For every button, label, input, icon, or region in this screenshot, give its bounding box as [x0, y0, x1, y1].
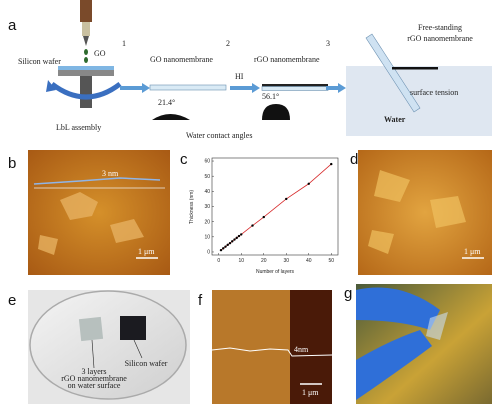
- y-tick-label: 50: [204, 174, 210, 180]
- x-tick-label: 20: [261, 258, 267, 264]
- surface-tension-label: surface tension: [410, 88, 458, 97]
- panel-label: g: [344, 285, 352, 302]
- lbl-label: LbL assembly: [56, 123, 101, 132]
- panel-label: d: [350, 151, 358, 168]
- panel-e: 3 layers rGO nanomembrane on water surfa…: [28, 290, 190, 404]
- free-standing-label: rGO nanomembrane: [407, 34, 473, 43]
- data-point: [240, 233, 243, 236]
- data-point: [231, 240, 234, 243]
- y-tick-label: 10: [204, 235, 210, 241]
- y-axis-label: Thickness (nm): [189, 190, 195, 225]
- wafer-label: Silicon wafer: [125, 359, 168, 368]
- data-point: [233, 238, 236, 241]
- y-tick-label: 40: [204, 189, 210, 195]
- data-point: [262, 215, 265, 219]
- wafer-label: Silicon wafer: [18, 57, 61, 66]
- step: 3: [326, 39, 330, 48]
- panel-g: [356, 284, 492, 404]
- water-label: Water: [384, 115, 406, 124]
- panel-label: e: [8, 292, 16, 309]
- data-point: [224, 245, 227, 248]
- y-tick-label: 60: [204, 159, 210, 165]
- panel-f: 4nm 1 μm: [211, 290, 333, 404]
- step: 2: [226, 39, 230, 48]
- profile-label: 3 nm: [102, 169, 119, 178]
- y-tick-label: 0: [207, 250, 210, 256]
- scale-bar-label: 1 μm: [138, 247, 155, 256]
- chart: Number of layers Thickness (nm) 0 10 20 30 4…: [189, 157, 339, 275]
- membrane-label: rGO nanomembrane: [61, 374, 127, 383]
- panel-a: GO Silicon wafer LbL assembly 1 GO nanom…: [18, 0, 492, 140]
- x-tick-label: 0: [217, 258, 220, 264]
- membrane-label: 3 layers: [81, 367, 106, 376]
- go-label: GO: [94, 49, 106, 58]
- x-axis-label: Number of layers: [256, 269, 295, 275]
- y-tick-label: 20: [204, 219, 210, 225]
- data-point: [228, 241, 232, 245]
- x-tick-label: 10: [238, 258, 244, 264]
- data-point: [235, 236, 238, 240]
- rgo-membrane-label: rGO nanomembrane: [254, 55, 320, 64]
- scale-bar-label: 1 μm: [302, 388, 319, 397]
- scale-bar-label: 1 μm: [464, 247, 481, 256]
- y-tick-label: 30: [204, 204, 210, 210]
- x-tick-label: 50: [328, 258, 334, 264]
- data-point: [285, 197, 288, 201]
- profile-label: 4nm: [294, 345, 309, 354]
- data-point: [307, 182, 310, 185]
- data-point: [237, 234, 241, 238]
- step: 1: [122, 39, 126, 48]
- data-point: [219, 248, 223, 252]
- free-standing-label: Free-standing: [418, 23, 462, 32]
- data-point: [251, 224, 254, 227]
- data-point: [226, 243, 229, 247]
- data-point: [222, 247, 225, 250]
- panel-label: c: [180, 151, 188, 168]
- go-membrane-label: GO nanomembrane: [150, 55, 213, 64]
- panel-label: b: [8, 155, 16, 172]
- contact-angles-label: Water contact angles: [186, 131, 252, 140]
- x-tick-label: 40: [306, 258, 312, 264]
- panel-b: 3 nm 1 μm: [28, 150, 170, 275]
- hi-label: HI: [235, 72, 244, 81]
- x-tick-label: 30: [283, 258, 289, 264]
- data-point: [330, 162, 333, 166]
- panel-label: f: [198, 292, 203, 309]
- panel-d: 1 μm: [358, 150, 492, 275]
- angle-go: 21.4°: [158, 98, 175, 107]
- membrane-label: on water surface: [68, 381, 121, 390]
- angle-rgo: 56.1°: [262, 92, 279, 101]
- panel-label: a: [8, 17, 17, 34]
